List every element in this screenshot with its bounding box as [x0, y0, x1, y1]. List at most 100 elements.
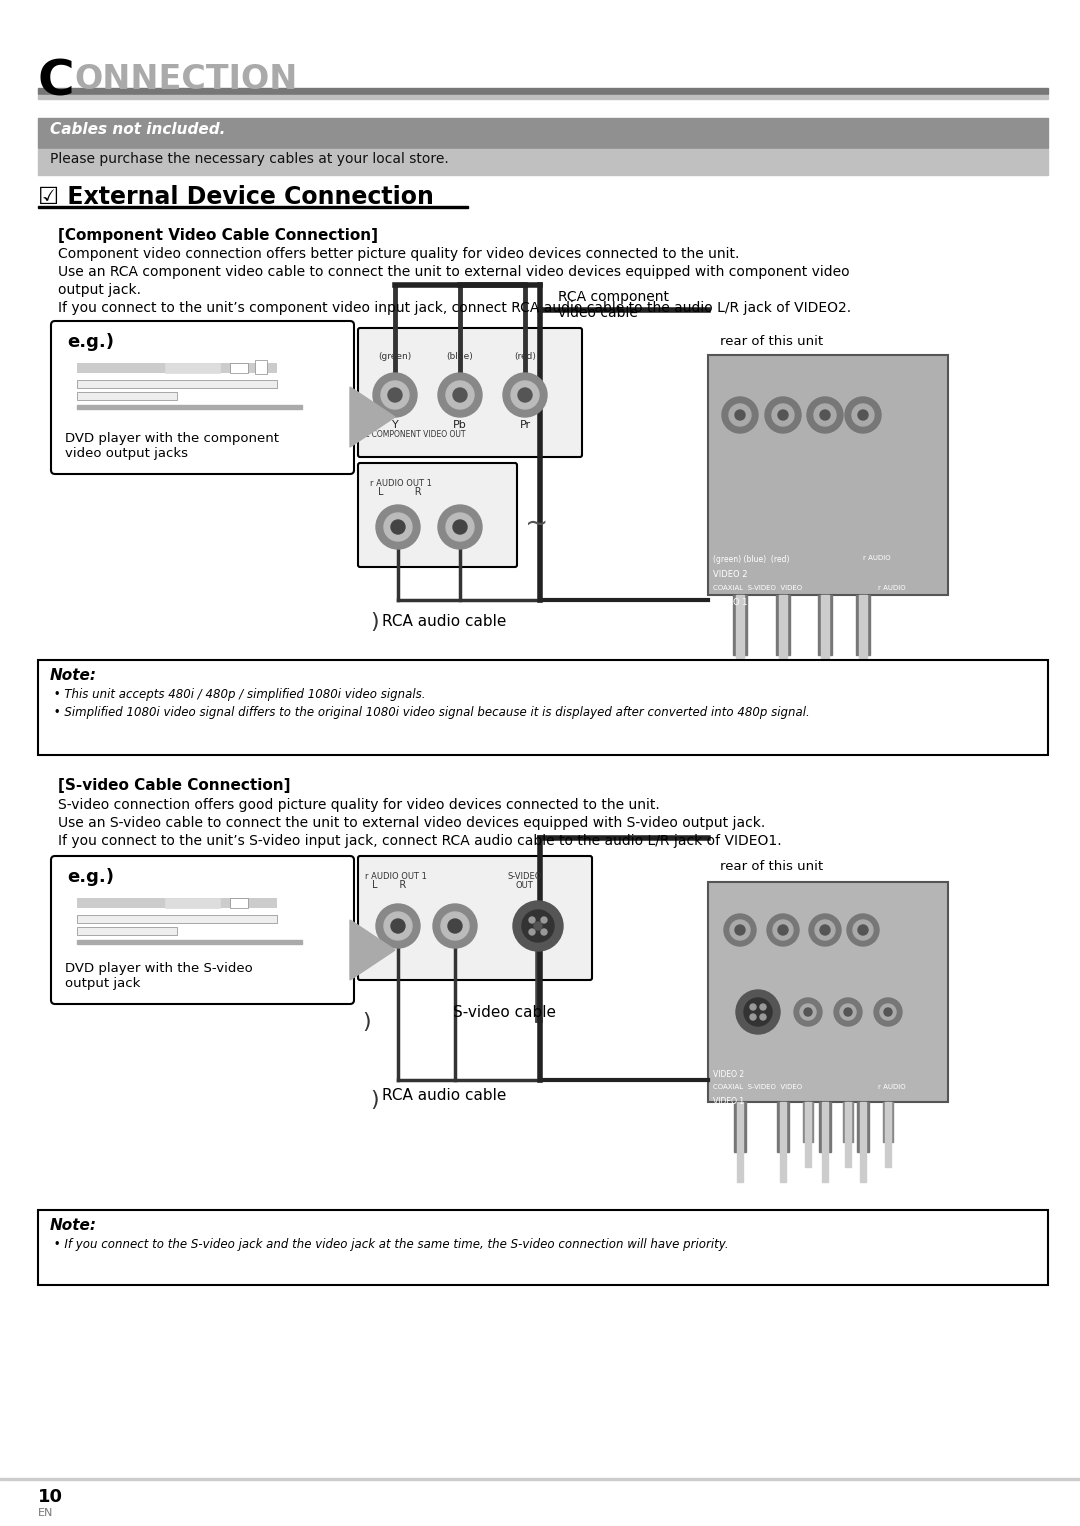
Text: OUT: OUT — [515, 881, 532, 890]
Circle shape — [778, 925, 788, 935]
Circle shape — [760, 1004, 766, 1010]
Bar — [777, 1102, 789, 1152]
Circle shape — [809, 914, 841, 946]
Circle shape — [723, 397, 758, 433]
Circle shape — [446, 382, 474, 409]
Circle shape — [820, 925, 831, 935]
Circle shape — [735, 410, 745, 420]
Bar — [819, 1102, 831, 1152]
Text: ): ) — [370, 612, 379, 632]
Bar — [856, 595, 870, 655]
Text: RCA audio cable: RCA audio cable — [382, 1088, 507, 1103]
Bar — [859, 595, 867, 694]
Bar — [0, 1479, 1080, 1480]
Bar — [38, 1210, 1048, 1285]
Text: EN: EN — [38, 1508, 53, 1518]
Text: e.g.): e.g.) — [67, 333, 114, 351]
Text: r AUDIO OUT 1: r AUDIO OUT 1 — [365, 871, 427, 881]
Circle shape — [845, 397, 881, 433]
Bar — [883, 1102, 893, 1141]
Text: C: C — [38, 58, 75, 105]
Bar — [77, 363, 276, 372]
Circle shape — [453, 388, 467, 401]
Text: r AUDIO OUT 1: r AUDIO OUT 1 — [370, 479, 432, 488]
Text: L       R: L R — [372, 881, 406, 890]
FancyBboxPatch shape — [51, 856, 354, 1004]
Circle shape — [376, 903, 420, 948]
Text: Pb: Pb — [454, 420, 467, 430]
Text: S-VIDEO: S-VIDEO — [508, 871, 542, 881]
Text: VIDEO 2: VIDEO 2 — [713, 1070, 744, 1079]
Circle shape — [807, 397, 843, 433]
FancyBboxPatch shape — [357, 856, 592, 980]
Text: Use an S-video cable to connect the unit to external video devices equipped with: Use an S-video cable to connect the unit… — [58, 816, 766, 830]
Circle shape — [534, 922, 542, 929]
Circle shape — [529, 917, 535, 923]
Circle shape — [438, 505, 482, 549]
Bar — [38, 118, 1048, 148]
Circle shape — [433, 903, 477, 948]
Polygon shape — [350, 920, 395, 980]
Bar — [38, 95, 1048, 99]
Text: Y: Y — [392, 420, 399, 430]
Circle shape — [446, 513, 474, 542]
Text: rear of this unit: rear of this unit — [720, 861, 823, 873]
Circle shape — [441, 913, 469, 940]
Circle shape — [388, 388, 402, 401]
Circle shape — [880, 1004, 896, 1019]
Bar — [777, 595, 789, 655]
Polygon shape — [350, 388, 395, 447]
Bar — [165, 897, 220, 908]
Circle shape — [858, 410, 868, 420]
Circle shape — [858, 925, 868, 935]
Bar — [38, 89, 1048, 95]
Circle shape — [794, 998, 822, 1025]
Text: ~: ~ — [525, 510, 549, 539]
Bar — [38, 150, 1048, 175]
Circle shape — [843, 1009, 852, 1016]
Circle shape — [750, 1013, 756, 1019]
Text: Use an RCA component video cable to connect the unit to external video devices e: Use an RCA component video cable to conn… — [58, 266, 850, 279]
Bar — [708, 356, 948, 595]
Text: L          R: L R — [378, 487, 421, 497]
Text: Note:: Note: — [50, 1218, 97, 1233]
Circle shape — [438, 372, 482, 417]
Text: DVD player with the S-video
output jack: DVD player with the S-video output jack — [65, 961, 253, 990]
Bar — [780, 1102, 786, 1183]
Text: Component video connection offers better picture quality for video devices conne: Component video connection offers better… — [58, 247, 740, 261]
Text: If you connect to the unit’s S-video input jack, connect RCA audio cable to the : If you connect to the unit’s S-video inp… — [58, 835, 782, 848]
Circle shape — [391, 520, 405, 534]
Text: output jack.: output jack. — [58, 282, 141, 298]
Bar — [804, 1102, 813, 1141]
Circle shape — [834, 998, 862, 1025]
Text: Cables not included.: Cables not included. — [50, 122, 226, 137]
Circle shape — [772, 404, 794, 426]
Bar — [255, 360, 267, 374]
Text: ONNECTION: ONNECTION — [75, 63, 297, 96]
Bar — [77, 404, 302, 409]
Text: VIDEO 1: VIDEO 1 — [713, 1097, 744, 1106]
Circle shape — [847, 914, 879, 946]
Bar — [77, 916, 276, 923]
Circle shape — [384, 513, 411, 542]
Circle shape — [529, 929, 535, 935]
Bar — [860, 1102, 866, 1183]
Circle shape — [541, 929, 546, 935]
Circle shape — [376, 505, 420, 549]
Circle shape — [373, 372, 417, 417]
Text: • Simplified 1080i video signal differs to the original 1080i video signal becau: • Simplified 1080i video signal differs … — [50, 707, 810, 719]
Bar — [822, 1102, 828, 1183]
Text: Please purchase the necessary cables at your local store.: Please purchase the necessary cables at … — [50, 153, 449, 166]
Bar — [805, 1102, 811, 1167]
Bar — [38, 661, 1048, 755]
Circle shape — [724, 914, 756, 946]
Circle shape — [522, 909, 554, 942]
Text: 10: 10 — [38, 1488, 63, 1506]
Bar — [77, 897, 276, 908]
Bar — [733, 595, 747, 655]
Text: ): ) — [362, 1012, 370, 1032]
Circle shape — [735, 990, 780, 1035]
Bar — [843, 1102, 853, 1141]
Circle shape — [778, 410, 788, 420]
FancyBboxPatch shape — [51, 320, 354, 475]
